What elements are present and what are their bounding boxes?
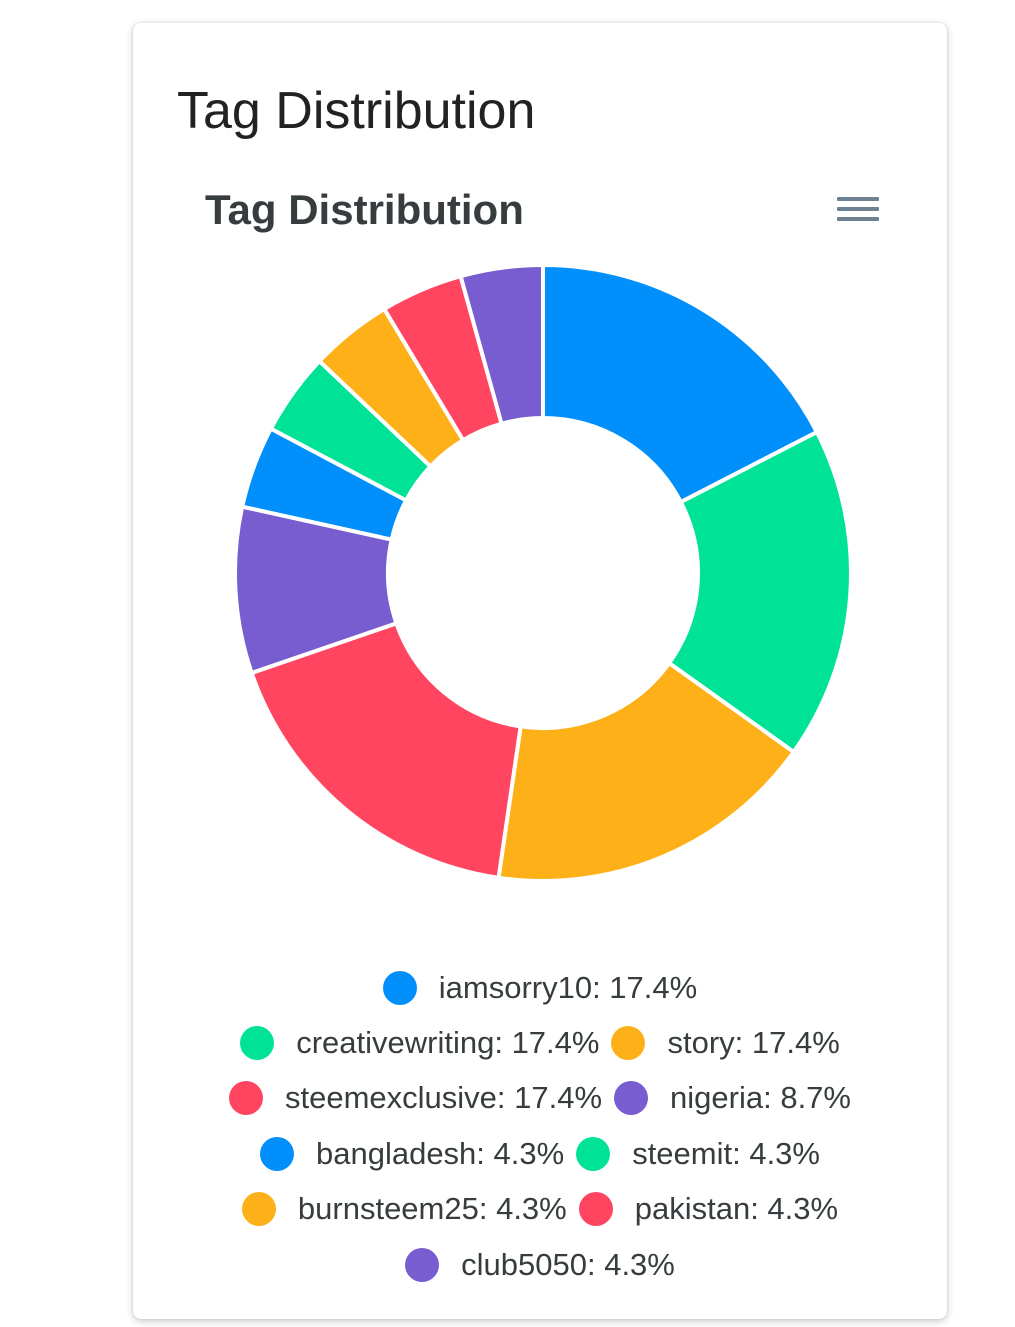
legend-item-creativewriting[interactable]: creativewriting: 17.4% bbox=[240, 1025, 599, 1061]
legend-row: steemexclusive: 17.4% nigeria: 8.7% bbox=[133, 1071, 947, 1126]
legend-item-story[interactable]: story: 17.4% bbox=[611, 1025, 840, 1061]
legend-item-steemexclusive[interactable]: steemexclusive: 17.4% bbox=[229, 1080, 602, 1116]
legend-item-steemit[interactable]: steemit: 4.3% bbox=[576, 1136, 820, 1172]
chart-title: Tag Distribution bbox=[205, 186, 524, 233]
legend-marker bbox=[241, 1192, 276, 1227]
legend-row: iamsorry10: 17.4% bbox=[133, 960, 947, 1015]
legend-row: burnsteem25: 4.3% pakistan: 4.3% bbox=[133, 1182, 947, 1237]
chart-legend: iamsorry10: 17.4% creativewriting: 17.4%… bbox=[133, 960, 947, 1292]
legend-marker bbox=[578, 1192, 613, 1227]
legend-marker bbox=[259, 1136, 294, 1171]
donut-slice-story[interactable] bbox=[496, 660, 797, 883]
legend-label: steemexclusive: 17.4% bbox=[285, 1080, 603, 1116]
legend-label: bangladesh: 4.3% bbox=[315, 1135, 565, 1171]
legend-row: bangladesh: 4.3% steemit: 4.3% bbox=[133, 1126, 947, 1181]
legend-marker bbox=[229, 1081, 263, 1116]
legend-marker bbox=[405, 1247, 440, 1282]
legend-marker bbox=[614, 1081, 649, 1116]
legend-item-club5050[interactable]: club5050: 4.3% bbox=[405, 1247, 675, 1283]
legend-label: story: 17.4% bbox=[667, 1025, 840, 1061]
donut-slice-steemexclusive[interactable] bbox=[249, 620, 523, 881]
legend-label: steemit: 4.3% bbox=[632, 1135, 820, 1171]
donut-slice-creativewriting[interactable] bbox=[666, 429, 853, 755]
chart-card: Tag Distribution Tag Distribution iamsor… bbox=[133, 23, 947, 1319]
legend-item-bangladesh[interactable]: bangladesh: 4.3% bbox=[259, 1135, 565, 1172]
donut-chart bbox=[233, 262, 853, 883]
hamburger-menu-icon[interactable] bbox=[833, 189, 883, 229]
legend-marker bbox=[240, 1026, 275, 1061]
legend-marker bbox=[382, 970, 417, 1005]
legend-item-iamsorry10[interactable]: iamsorry10: 17.4% bbox=[382, 969, 698, 1006]
legend-label: iamsorry10: 17.4% bbox=[438, 969, 698, 1005]
legend-item-pakistan[interactable]: pakistan: 4.3% bbox=[578, 1191, 839, 1227]
legend-label: club5050: 4.3% bbox=[461, 1246, 675, 1282]
card-title: Tag Distribution bbox=[177, 82, 536, 140]
legend-row: club5050: 4.3% bbox=[133, 1237, 947, 1292]
legend-marker bbox=[576, 1136, 611, 1171]
legend-row: creativewriting: 17.4% story: 17.4% bbox=[133, 1015, 947, 1070]
legend-marker bbox=[611, 1026, 646, 1061]
legend-label: nigeria: 8.7% bbox=[670, 1080, 851, 1116]
legend-item-burnsteem25[interactable]: burnsteem25: 4.3% bbox=[241, 1191, 567, 1227]
donut-slice-iamsorry10[interactable] bbox=[541, 262, 820, 505]
legend-label: burnsteem25: 4.3% bbox=[297, 1191, 567, 1227]
legend-label: creativewriting: 17.4% bbox=[296, 1025, 600, 1061]
legend-label: pakistan: 4.3% bbox=[634, 1191, 839, 1227]
legend-item-nigeria[interactable]: nigeria: 8.7% bbox=[614, 1080, 851, 1116]
donut-slice-club5050[interactable] bbox=[458, 262, 545, 427]
